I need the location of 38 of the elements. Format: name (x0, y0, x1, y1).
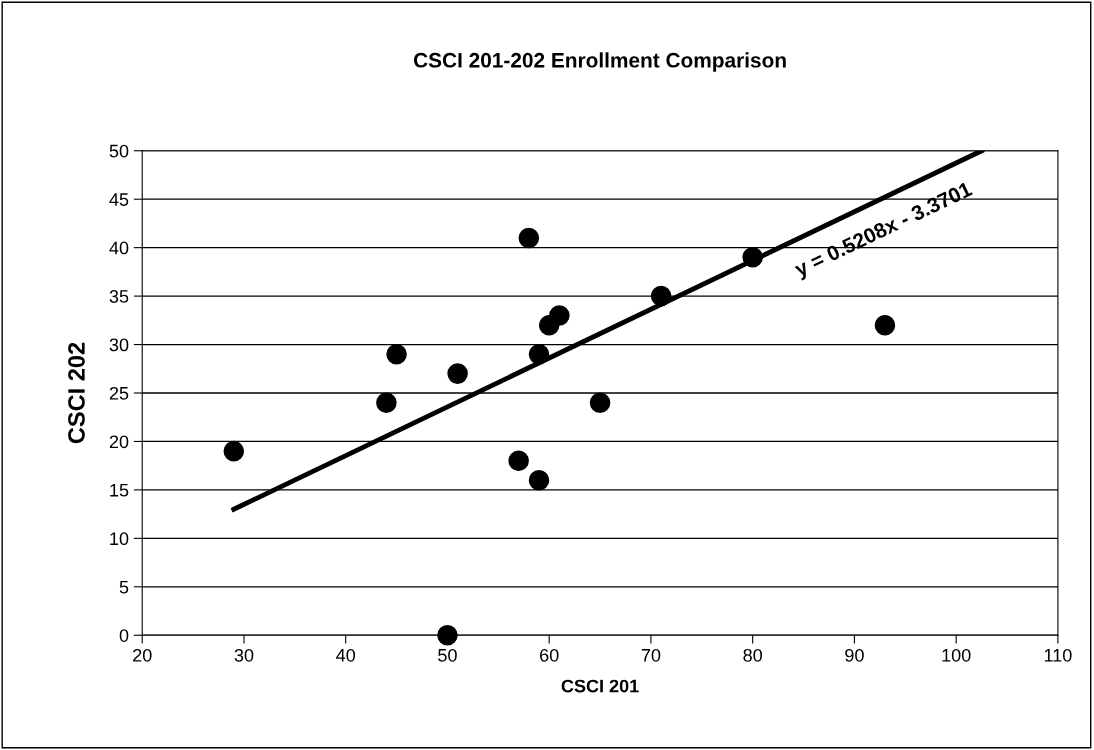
x-tick-label: 50 (438, 648, 457, 662)
point (447, 363, 468, 384)
point (650, 285, 672, 307)
y-tick-label: 45 (109, 193, 129, 206)
point (742, 247, 763, 268)
x-tick-label: 90 (845, 648, 864, 662)
y-tick-label: 5 (119, 580, 129, 594)
x-tick-label: 60 (540, 648, 559, 662)
point (874, 314, 896, 336)
y-tick-label: 35 (109, 290, 129, 303)
point (528, 469, 550, 491)
y-tick-label: 0 (119, 629, 129, 642)
y-tick-label: 15 (110, 484, 129, 497)
y-axis-title: CSCI 202 (68, 342, 85, 444)
chart-title: CSCI 201-202 Enrollment Comparison (413, 52, 786, 72)
x-tick-label: 110 (1044, 648, 1072, 662)
y-tick-label: 25 (109, 386, 129, 400)
x-tick-label: 20 (133, 648, 152, 662)
point (437, 624, 458, 646)
y-tick-label: 10 (110, 532, 129, 546)
point (508, 450, 529, 472)
y-tick-label: 30 (109, 338, 129, 352)
point (549, 305, 570, 326)
y-tick-label: 20 (109, 435, 129, 449)
point (386, 343, 407, 365)
x-tick-label: 30 (234, 648, 254, 662)
point (518, 227, 540, 249)
point (528, 343, 550, 365)
x-tick-label: 40 (336, 648, 356, 662)
point (376, 392, 397, 413)
x-axis-title: CSCI 201 (561, 679, 639, 693)
point (223, 440, 245, 462)
x-tick-label: 70 (641, 648, 661, 662)
y-tick-label: 40 (109, 241, 129, 255)
y-tick-label: 50 (109, 144, 129, 158)
x-tick-label: 100 (942, 648, 971, 662)
point (589, 392, 611, 413)
x-tick-label: 80 (743, 648, 763, 662)
